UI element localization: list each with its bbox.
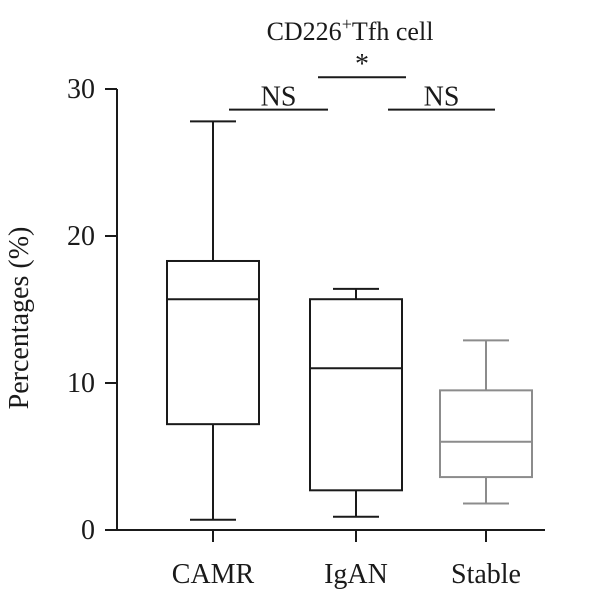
plot-area: 0 10 20 30 CAMR IgAN Stable NS NS * xyxy=(67,49,545,590)
significance-label: NS xyxy=(424,82,460,113)
chart-title: CD226+Tfh cell xyxy=(267,14,434,46)
y-tick-label: 30 xyxy=(67,74,95,105)
y-tick-label: 10 xyxy=(67,368,95,399)
x-category-label: CAMR xyxy=(172,559,255,590)
chart-title-main: CD226 xyxy=(267,17,342,46)
x-category-label: Stable xyxy=(451,559,521,590)
y-axis-label: Percentages (%) xyxy=(4,227,35,410)
chart-title-rest: Tfh cell xyxy=(352,17,434,46)
box-iqr xyxy=(166,259,260,426)
box-iqr xyxy=(309,298,403,492)
x-category-label: IgAN xyxy=(324,559,388,590)
box-iqr xyxy=(439,389,533,479)
chart-title-superscript: + xyxy=(342,14,352,34)
significance-label: * xyxy=(355,49,369,80)
y-tick-label: 20 xyxy=(67,221,95,252)
significance-label: NS xyxy=(261,82,297,113)
y-tick-label: 0 xyxy=(81,515,95,546)
